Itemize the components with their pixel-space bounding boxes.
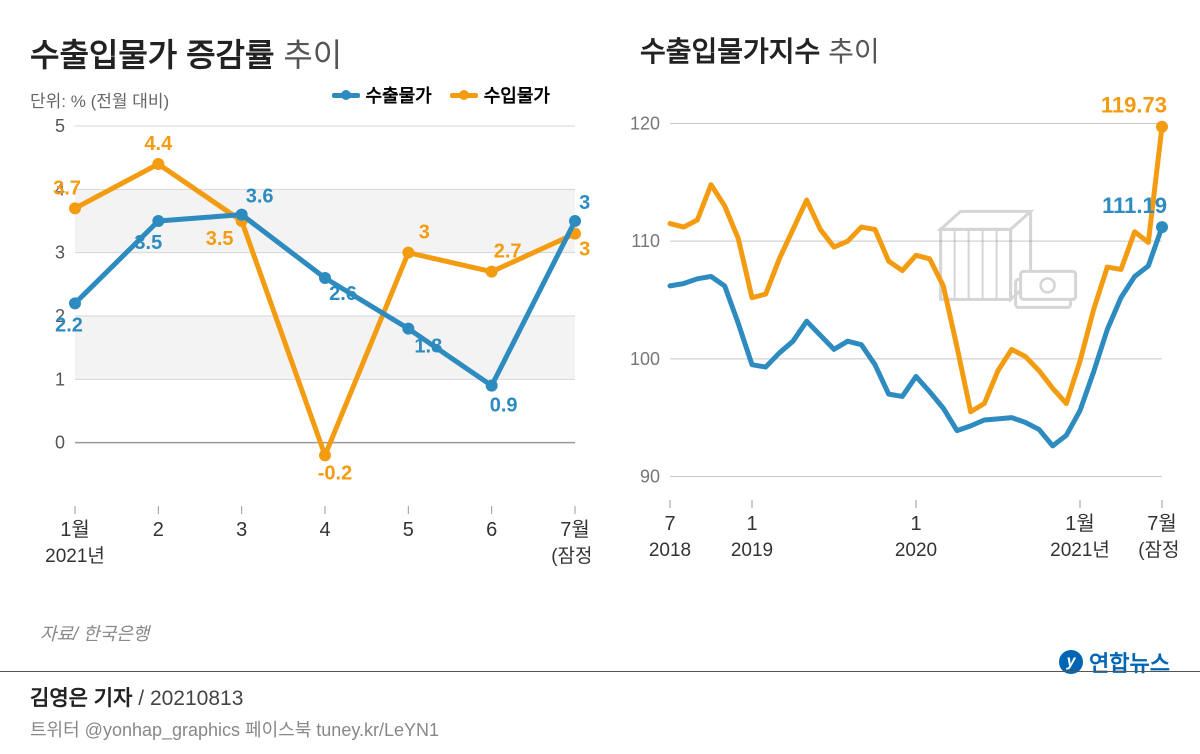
svg-text:2021년: 2021년 [45,545,105,567]
source-label: 자료/ 한국은행 [40,620,1200,646]
svg-text:2.2: 2.2 [55,314,83,336]
svg-text:3.5: 3.5 [134,232,162,254]
svg-text:7월: 7월 [560,518,590,541]
byline: 김영은 기자 / 20210813 [30,682,1170,712]
svg-text:3: 3 [55,243,65,263]
svg-text:-0.2: -0.2 [318,462,352,484]
svg-text:1.8: 1.8 [414,336,442,358]
legend-import: 수입물가 [450,82,550,108]
svg-text:100: 100 [630,349,660,369]
svg-text:3.7: 3.7 [53,177,81,199]
byline-date: / 20210813 [138,687,243,710]
svg-text:119.73: 119.73 [1101,93,1167,118]
svg-text:2.7: 2.7 [494,241,522,263]
charts-container: 수출입물가 증감률 추이 단위: % (전월 대비) 수출물가 수입물가 012… [0,0,1200,586]
svg-text:1: 1 [55,369,65,389]
svg-text:3.5: 3.5 [579,192,590,214]
legend-export-label: 수출물가 [366,82,432,108]
svg-text:0: 0 [55,433,65,453]
svg-text:2018: 2018 [649,540,691,561]
svg-text:2: 2 [153,519,164,541]
svg-text:2019: 2019 [731,540,773,561]
right-chart: 90 100 110 120 7 2018 1 2019 1 2020 1월 2021년 7월 (잠정) 1… [620,80,1180,580]
svg-text:5: 5 [55,116,65,136]
legend-export: 수출물가 [332,82,432,108]
byline-author: 김영은 기자 [30,687,132,710]
svg-text:4: 4 [319,519,330,541]
right-title: 수출입물가지수 추이 [620,30,1180,70]
left-panel: 수출입물가 증감률 추이 단위: % (전월 대비) 수출물가 수입물가 0 1 2… [30,30,590,586]
svg-text:7: 7 [664,513,675,535]
svg-text:3.5: 3.5 [206,228,234,250]
svg-text:7월: 7월 [1147,512,1177,535]
footer: 김영은 기자 / 20210813 트위터 @yonhap_graphics 페… [0,671,1200,754]
svg-text:1: 1 [910,513,921,535]
svg-text:120: 120 [630,114,660,134]
svg-text:3.3: 3.3 [579,239,590,261]
legend-import-label: 수입물가 [484,82,550,108]
svg-text:2021년: 2021년 [1050,539,1110,561]
svg-text:3.6: 3.6 [246,186,274,208]
svg-text:3: 3 [236,519,247,541]
right-panel: 수출입물가지수 추이 90 100 110 120 7 2018 1 2019 1 2020 1월 2… [620,30,1180,586]
svg-text:110: 110 [631,231,660,251]
svg-text:(잠정): (잠정) [551,545,590,567]
svg-text:(잠정): (잠정) [1138,539,1180,561]
svg-text:1월: 1월 [60,518,90,541]
legend-line-import [450,93,478,98]
left-title-light: 추이 [283,37,342,73]
svg-text:6: 6 [486,519,497,541]
svg-text:90: 90 [640,466,660,486]
right-title-light: 추이 [828,36,880,67]
svg-text:5: 5 [403,519,414,541]
left-unit: 단위: % (전월 대비) [30,87,169,112]
svg-text:1: 1 [746,513,757,535]
legend: 수출물가 수입물가 [332,82,551,108]
svg-text:4.4: 4.4 [144,133,173,155]
right-title-bold: 수출입물가지수 [640,36,820,67]
left-title: 수출입물가 증감률 추이 [30,30,590,76]
svg-text:2020: 2020 [895,540,937,561]
svg-text:3: 3 [419,222,430,244]
svg-text:1월: 1월 [1065,512,1095,535]
svg-text:2.6: 2.6 [329,283,357,305]
legend-line-export [332,93,360,98]
left-title-bold: 수출입물가 증감률 [30,37,274,73]
svg-text:111.19: 111.19 [1102,193,1167,218]
svg-text:0.9: 0.9 [490,395,518,417]
left-chart: 0123451월2021년234567월(잠정)3.74.43.5-0.232.… [30,116,590,586]
social: 트위터 @yonhap_graphics 페이스북 tuney.kr/LeYN1 [30,716,1170,742]
